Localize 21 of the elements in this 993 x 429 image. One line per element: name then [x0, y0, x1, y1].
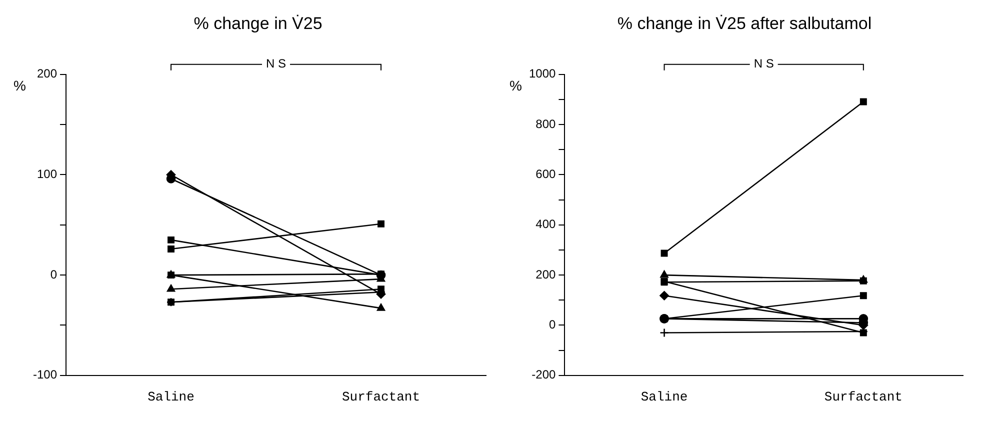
y-tick-label: 0: [50, 267, 58, 282]
x-tick-label: Saline: [640, 390, 688, 405]
text: N S: [266, 56, 286, 71]
y-tick-label: 800: [536, 116, 556, 131]
y-tick-label: -100: [32, 368, 58, 382]
chart-title: % change in V̇25: [194, 14, 322, 33]
chart-title: % change in V̇25 after salbutamol: [617, 14, 872, 33]
y-tick-label: 600: [536, 167, 556, 182]
y-axis-title: %: [510, 77, 522, 94]
x-tick-label: Surfactant: [342, 390, 420, 405]
y-tick-label: 100: [36, 167, 58, 182]
y-tick-label: 200: [36, 66, 58, 81]
x-tick-label: Surfactant: [824, 390, 902, 405]
x-tick-label: Saline: [148, 390, 194, 405]
y-tick-label: 200: [536, 267, 556, 282]
y-axis-title: %: [14, 77, 26, 94]
text: N S: [754, 56, 774, 71]
y-tick-label: 400: [536, 217, 556, 232]
y-tick-label: 1000: [528, 66, 556, 81]
y-tick-label: 0: [549, 318, 556, 332]
y-tick-label: -200: [532, 368, 556, 382]
